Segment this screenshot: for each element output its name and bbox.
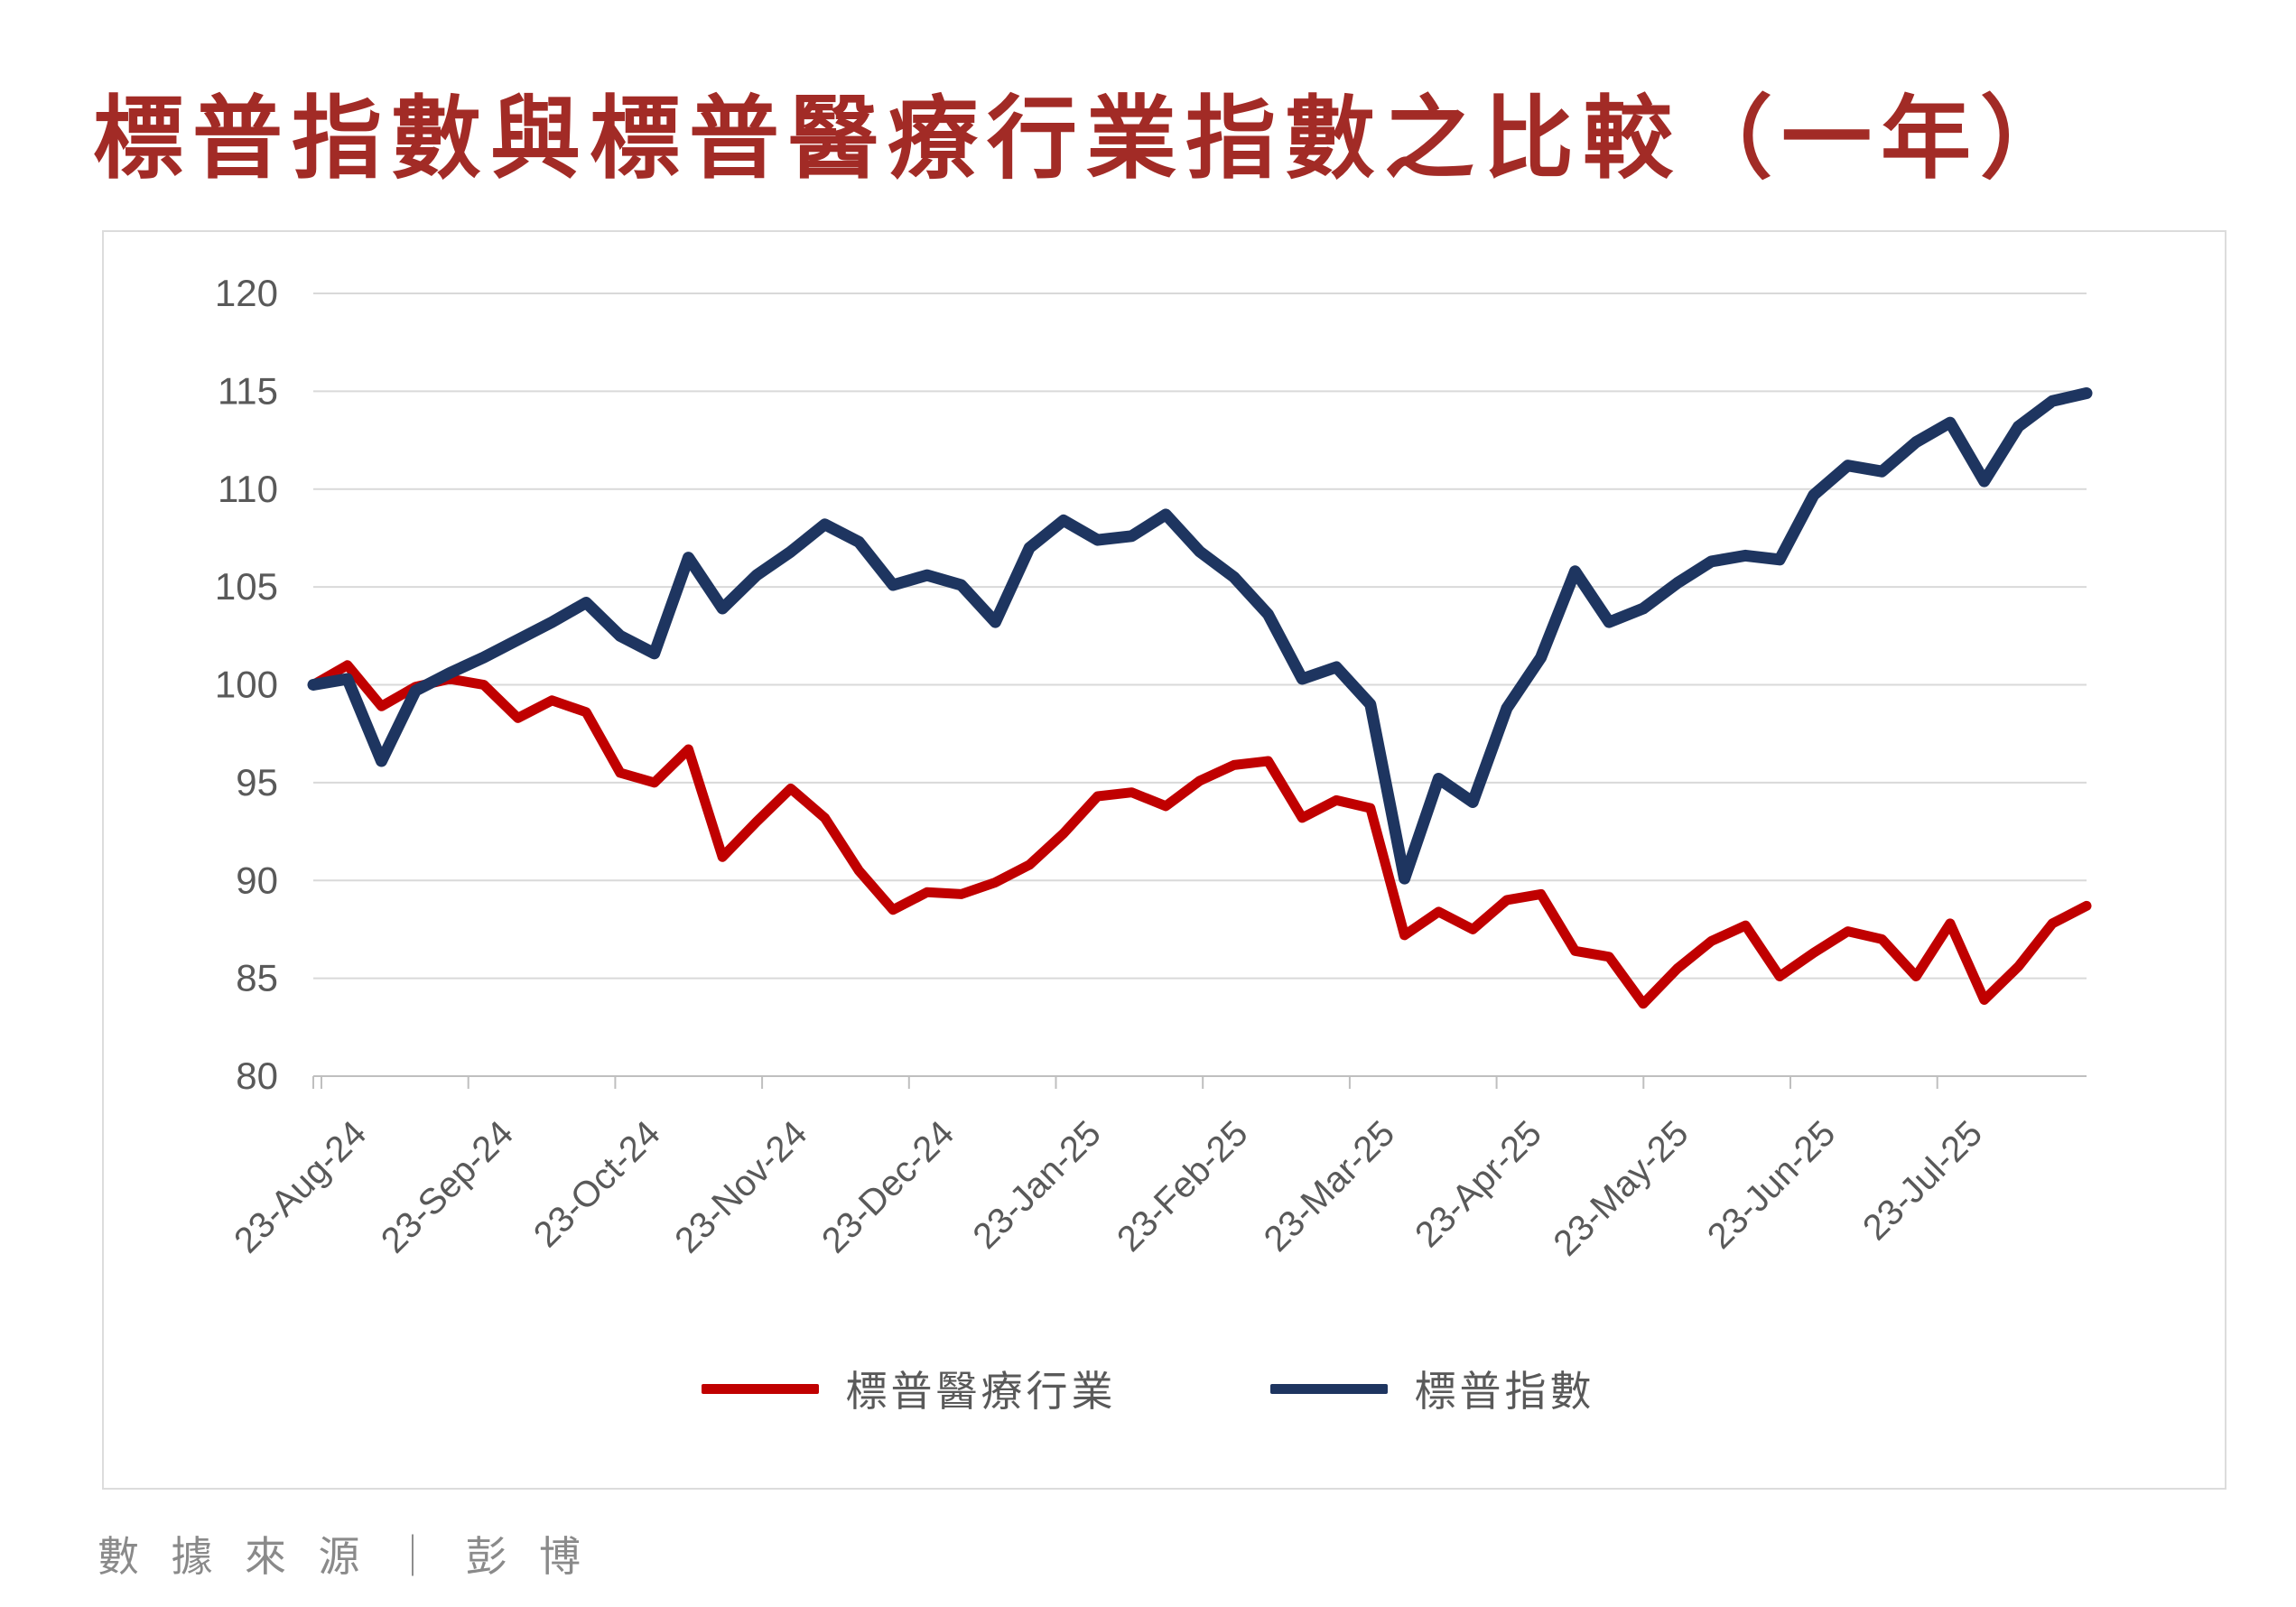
legend-label-sp500: 標普指數 xyxy=(1414,1369,1595,1415)
healthcare-line-swatch xyxy=(701,1383,819,1394)
legend-item-healthcare: 標普醫療行業 xyxy=(701,1359,1117,1418)
legend: 標普醫療行業 標普指數 xyxy=(0,1359,2296,1418)
legend-label-healthcare: 標普醫療行業 xyxy=(845,1369,1117,1415)
legend-item-sp500: 標普指數 xyxy=(1269,1359,1595,1418)
chart-panel xyxy=(102,230,2226,1490)
page-title: 標普指數與標普醫療行業指數之比較（一年） xyxy=(93,89,2079,190)
data-source-note: 數 據 來 源 ｜ 彭 博 xyxy=(98,1534,591,1580)
sp500-line-swatch xyxy=(1269,1383,1388,1394)
